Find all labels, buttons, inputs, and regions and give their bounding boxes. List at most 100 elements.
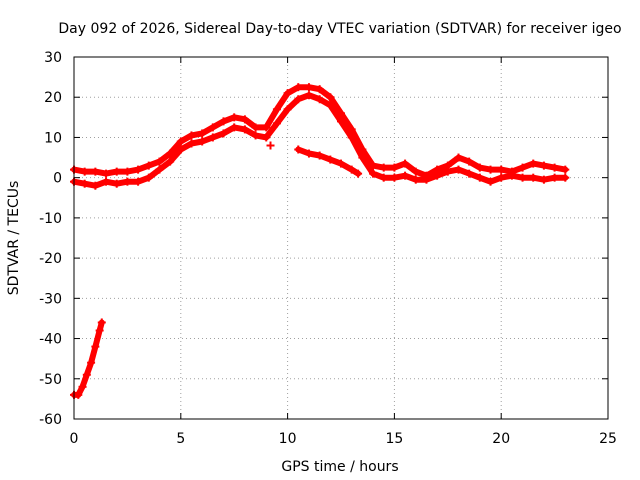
data-point xyxy=(78,382,87,391)
y-tick-label: -20 xyxy=(39,251,62,267)
data-point xyxy=(497,173,506,182)
data-point xyxy=(315,151,324,160)
data-point xyxy=(465,157,474,166)
data-point xyxy=(155,165,164,174)
series-segment-late xyxy=(294,145,363,178)
data-point xyxy=(529,159,538,168)
data-point xyxy=(304,91,313,100)
data-point xyxy=(123,177,132,186)
chart-title: Day 092 of 2026, Sidereal Day-to-day VTE… xyxy=(58,21,621,37)
x-tick-label: 25 xyxy=(599,431,617,447)
data-point xyxy=(433,171,442,180)
data-point xyxy=(443,167,452,176)
data-point xyxy=(166,149,175,158)
data-point xyxy=(87,358,96,367)
x-tick-label: 20 xyxy=(492,431,510,447)
data-point xyxy=(475,173,484,182)
data-point xyxy=(486,177,495,186)
data-point xyxy=(97,318,106,327)
data-point xyxy=(294,95,303,104)
data-series xyxy=(70,83,570,399)
data-point xyxy=(91,181,100,190)
data-point xyxy=(401,159,410,168)
data-point xyxy=(294,83,303,92)
data-point xyxy=(283,105,292,114)
data-point xyxy=(454,153,463,162)
data-point xyxy=(80,167,89,176)
data-point xyxy=(91,167,100,176)
data-point xyxy=(294,145,303,154)
x-tick-labels: 0 5 10 15 20 25 xyxy=(70,431,617,447)
x-axis-label: GPS time / hours xyxy=(281,459,398,475)
data-point xyxy=(198,137,207,146)
data-point xyxy=(187,139,196,148)
data-point xyxy=(304,149,313,158)
y-tick-label: 10 xyxy=(44,130,62,146)
data-point xyxy=(102,169,111,178)
y-tick-label: -40 xyxy=(39,332,62,348)
data-point xyxy=(198,129,207,138)
data-point xyxy=(266,141,275,150)
y-tick-label: -10 xyxy=(39,211,62,227)
data-point xyxy=(337,117,345,126)
data-point xyxy=(208,123,217,132)
data-point xyxy=(74,390,83,399)
data-point xyxy=(518,163,527,172)
data-point xyxy=(102,177,111,186)
data-point xyxy=(358,153,367,162)
x-tick-label: 0 xyxy=(70,431,79,447)
data-point xyxy=(123,167,132,176)
data-point xyxy=(529,173,538,182)
data-point xyxy=(390,163,399,172)
data-point xyxy=(347,165,356,174)
data-point xyxy=(82,370,91,379)
y-tick-label: -30 xyxy=(39,291,62,307)
data-point xyxy=(315,85,324,94)
data-point xyxy=(465,169,474,178)
data-point xyxy=(486,165,495,174)
data-point xyxy=(304,83,313,92)
data-point xyxy=(230,113,239,122)
data-point xyxy=(272,105,281,114)
data-point xyxy=(283,89,292,98)
y-tick-label: 0 xyxy=(53,171,62,187)
data-point xyxy=(507,171,516,180)
data-point xyxy=(337,159,345,168)
data-point xyxy=(251,123,260,132)
data-point xyxy=(112,167,121,176)
data-point xyxy=(539,161,548,170)
data-point xyxy=(240,125,249,134)
y-axis-label: SDTVAR / TECUs xyxy=(6,181,22,296)
data-point xyxy=(390,173,399,182)
data-point xyxy=(497,165,506,174)
data-point xyxy=(176,137,185,146)
data-point xyxy=(144,161,153,170)
series-band-b xyxy=(70,91,570,190)
data-point xyxy=(251,131,260,140)
series-outlier xyxy=(266,141,275,150)
data-point xyxy=(411,175,420,184)
data-point xyxy=(144,173,153,182)
y-tick-label: -50 xyxy=(39,372,62,388)
data-point xyxy=(262,123,271,132)
data-point xyxy=(326,155,335,164)
data-point xyxy=(112,179,121,188)
data-point xyxy=(422,175,431,184)
data-point xyxy=(369,169,378,178)
data-point xyxy=(219,129,228,138)
data-point xyxy=(379,163,388,172)
data-point xyxy=(326,101,335,110)
data-point xyxy=(475,163,484,172)
x-tick-label: 10 xyxy=(279,431,297,447)
x-tick-label: 15 xyxy=(385,431,403,447)
y-tick-labels: -60 -50 -40 -30 -20 -10 0 10 20 30 xyxy=(39,50,62,428)
data-point xyxy=(134,165,143,174)
data-point xyxy=(91,342,100,351)
data-point xyxy=(176,145,185,154)
data-point xyxy=(272,119,281,128)
data-point xyxy=(262,133,271,142)
data-point xyxy=(166,157,175,166)
data-point xyxy=(240,115,249,124)
data-point xyxy=(230,123,239,132)
